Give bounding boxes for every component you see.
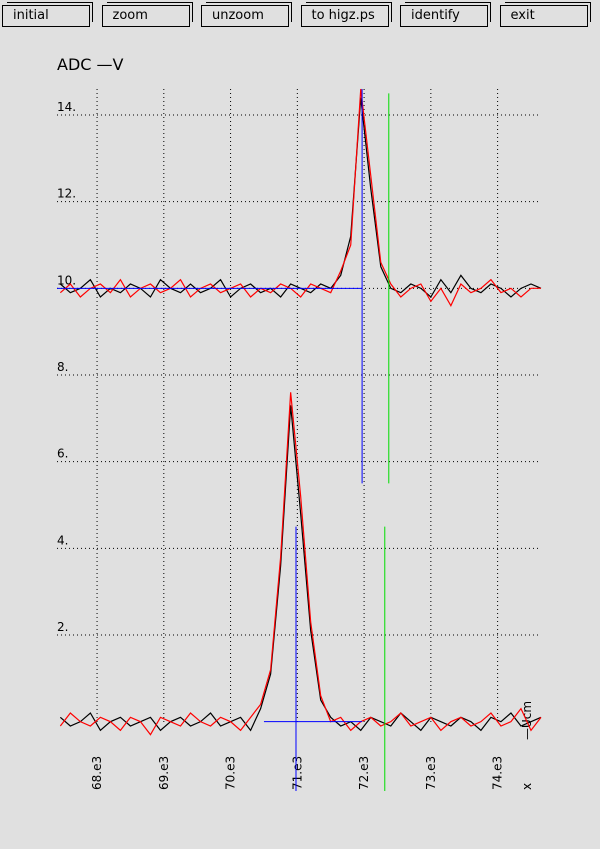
x-tick-label: 73.e3 xyxy=(424,756,438,790)
data-line xyxy=(59,392,542,736)
x-tick-label: 71.e3 xyxy=(290,756,304,790)
y-tick-label: 12. xyxy=(57,187,76,201)
chart-title: ADC —V xyxy=(57,55,124,74)
x-tick-label: 72.e3 xyxy=(357,756,371,790)
toolbar-button[interactable]: initial xyxy=(2,5,90,27)
x-tick-label: 69.e3 xyxy=(157,756,171,790)
x-tick-label: 68.e3 xyxy=(90,756,104,790)
y-tick-label: 4. xyxy=(57,533,68,547)
y-tick-label: 2. xyxy=(57,620,68,634)
y-tick-label: 14. xyxy=(57,100,76,114)
toolbar-button[interactable]: to higz.ps xyxy=(300,5,389,27)
toolbar-button[interactable]: exit xyxy=(499,5,588,27)
toolbar-button[interactable]: unzoom xyxy=(201,5,289,27)
y-tick-label: 8. xyxy=(57,360,68,374)
y-tick-label: 10. xyxy=(57,273,76,287)
x-tick-label: 74.e3 xyxy=(491,756,505,790)
data-line xyxy=(59,88,541,307)
x-tick-label: 70.e3 xyxy=(224,756,238,790)
y-tick-label: 6. xyxy=(57,447,68,461)
toolbar-button[interactable]: zoom xyxy=(101,5,190,27)
toolbar-button[interactable]: identify xyxy=(400,5,488,27)
annotation: x xyxy=(520,783,534,790)
data-line xyxy=(59,405,542,732)
data-line xyxy=(59,97,542,298)
